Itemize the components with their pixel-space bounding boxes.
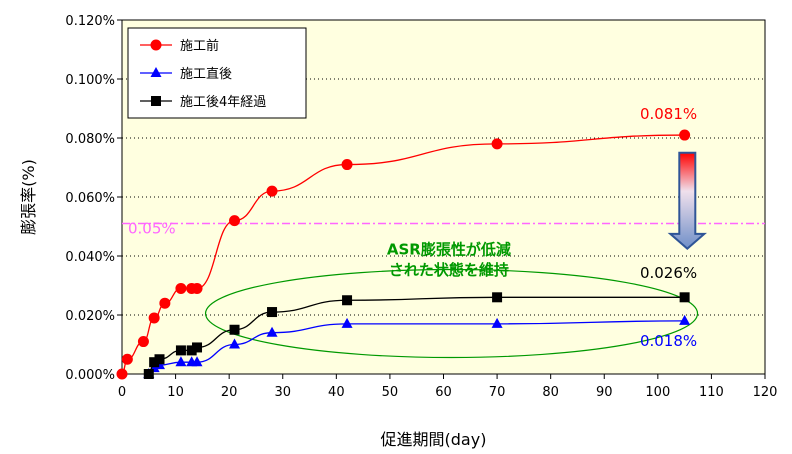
data-point-s2-1 [149, 357, 160, 368]
x-tick-label: 50 [382, 385, 399, 400]
data-point-s0-3 [148, 312, 160, 324]
y-tick-label: 0.060% [65, 191, 115, 206]
y-tick-label: 0.100% [65, 73, 115, 88]
x-tick-label: 110 [699, 385, 724, 400]
y-axis-title: 膨張率(%) [19, 159, 38, 235]
x-tick-label: 100 [645, 385, 670, 400]
data-point-s0-4 [159, 297, 171, 309]
data-point-s0-5 [175, 282, 187, 294]
ellipse-label-line2: された状態を維持 [389, 261, 509, 279]
data-point-s0-10 [341, 159, 353, 171]
legend-entry-0: 施工前 [140, 38, 219, 54]
data-point-s1-9 [491, 317, 503, 328]
y-tick-label: 0.080% [65, 132, 115, 147]
x-tick-label: 0 [118, 385, 126, 400]
value-label-black: 0.026% [640, 264, 697, 282]
x-tick-label: 10 [167, 385, 184, 400]
x-tick-label: 90 [596, 385, 613, 400]
y-tick-label: 0.120% [65, 14, 115, 29]
y-tick-label: 0.040% [65, 250, 115, 265]
x-tick-label: 120 [753, 385, 778, 400]
data-point-s0-1 [121, 353, 133, 365]
data-point-s1-6 [229, 338, 241, 349]
data-point-s1-8 [341, 317, 353, 328]
data-point-s2-4 [186, 345, 197, 356]
x-tick-label: 70 [489, 385, 506, 400]
value-label-red: 0.081% [640, 105, 697, 123]
data-point-s0-0 [116, 368, 128, 380]
x-axis-title: 促進期間(day) [381, 430, 487, 449]
legend-marker-0 [150, 39, 162, 51]
legend-entry-1: 施工直後 [140, 67, 232, 82]
ellipse-label-line1: ASR膨張性が低減 [387, 241, 511, 259]
x-tick-label: 60 [435, 385, 452, 400]
data-point-s0-7 [191, 282, 203, 294]
y-tick-label: 0.020% [65, 309, 115, 324]
data-point-s2-10 [679, 292, 690, 303]
x-tick-label: 80 [542, 385, 559, 400]
annotations: 0.081% 0.026% 0.018% [640, 105, 697, 350]
legend-entry-2: 施工後4年経過 [140, 95, 266, 110]
axes: 0.000% 0.020% 0.040% 0.060% 0.080% 0.100% 0.12… [19, 14, 777, 449]
data-point-s2-2 [154, 354, 165, 365]
data-point-s0-2 [137, 336, 149, 348]
data-point-s2-8 [342, 295, 353, 306]
x-tick-label: 20 [221, 385, 238, 400]
data-point-s1-5 [191, 356, 203, 367]
series-0 [116, 129, 691, 380]
series-2 [143, 292, 690, 379]
legend-marker-1 [150, 67, 162, 77]
series-layer [116, 129, 691, 380]
data-point-s0-8 [229, 215, 241, 227]
data-point-s0-12 [679, 129, 691, 141]
annotation-ellipse [204, 268, 699, 359]
data-point-s1-3 [175, 356, 187, 367]
data-point-s2-3 [175, 345, 186, 356]
x-tick-label: 40 [328, 385, 345, 400]
legend-label-2: 施工後4年経過 [180, 95, 266, 110]
data-point-s2-6 [229, 324, 240, 335]
down-arrow [667, 151, 707, 250]
legend-marker-2 [151, 96, 161, 106]
reference-line-label: 0.05% [128, 220, 176, 238]
data-point-s0-11 [491, 138, 503, 150]
data-point-s0-9 [266, 185, 278, 197]
value-label-blue: 0.018% [640, 332, 697, 350]
data-point-s1-10 [679, 314, 691, 325]
x-tick-label: 30 [274, 385, 291, 400]
data-point-s2-0 [143, 369, 154, 379]
data-point-s1-7 [266, 326, 278, 337]
legend-label-1: 施工直後 [180, 67, 232, 82]
legend-label-0: 施工前 [180, 38, 219, 54]
y-tick-label: 0.000% [65, 368, 115, 383]
data-point-s2-9 [492, 292, 503, 303]
down-arrow-shape [667, 151, 707, 250]
data-point-s2-7 [267, 307, 278, 318]
data-point-s2-5 [192, 342, 203, 353]
